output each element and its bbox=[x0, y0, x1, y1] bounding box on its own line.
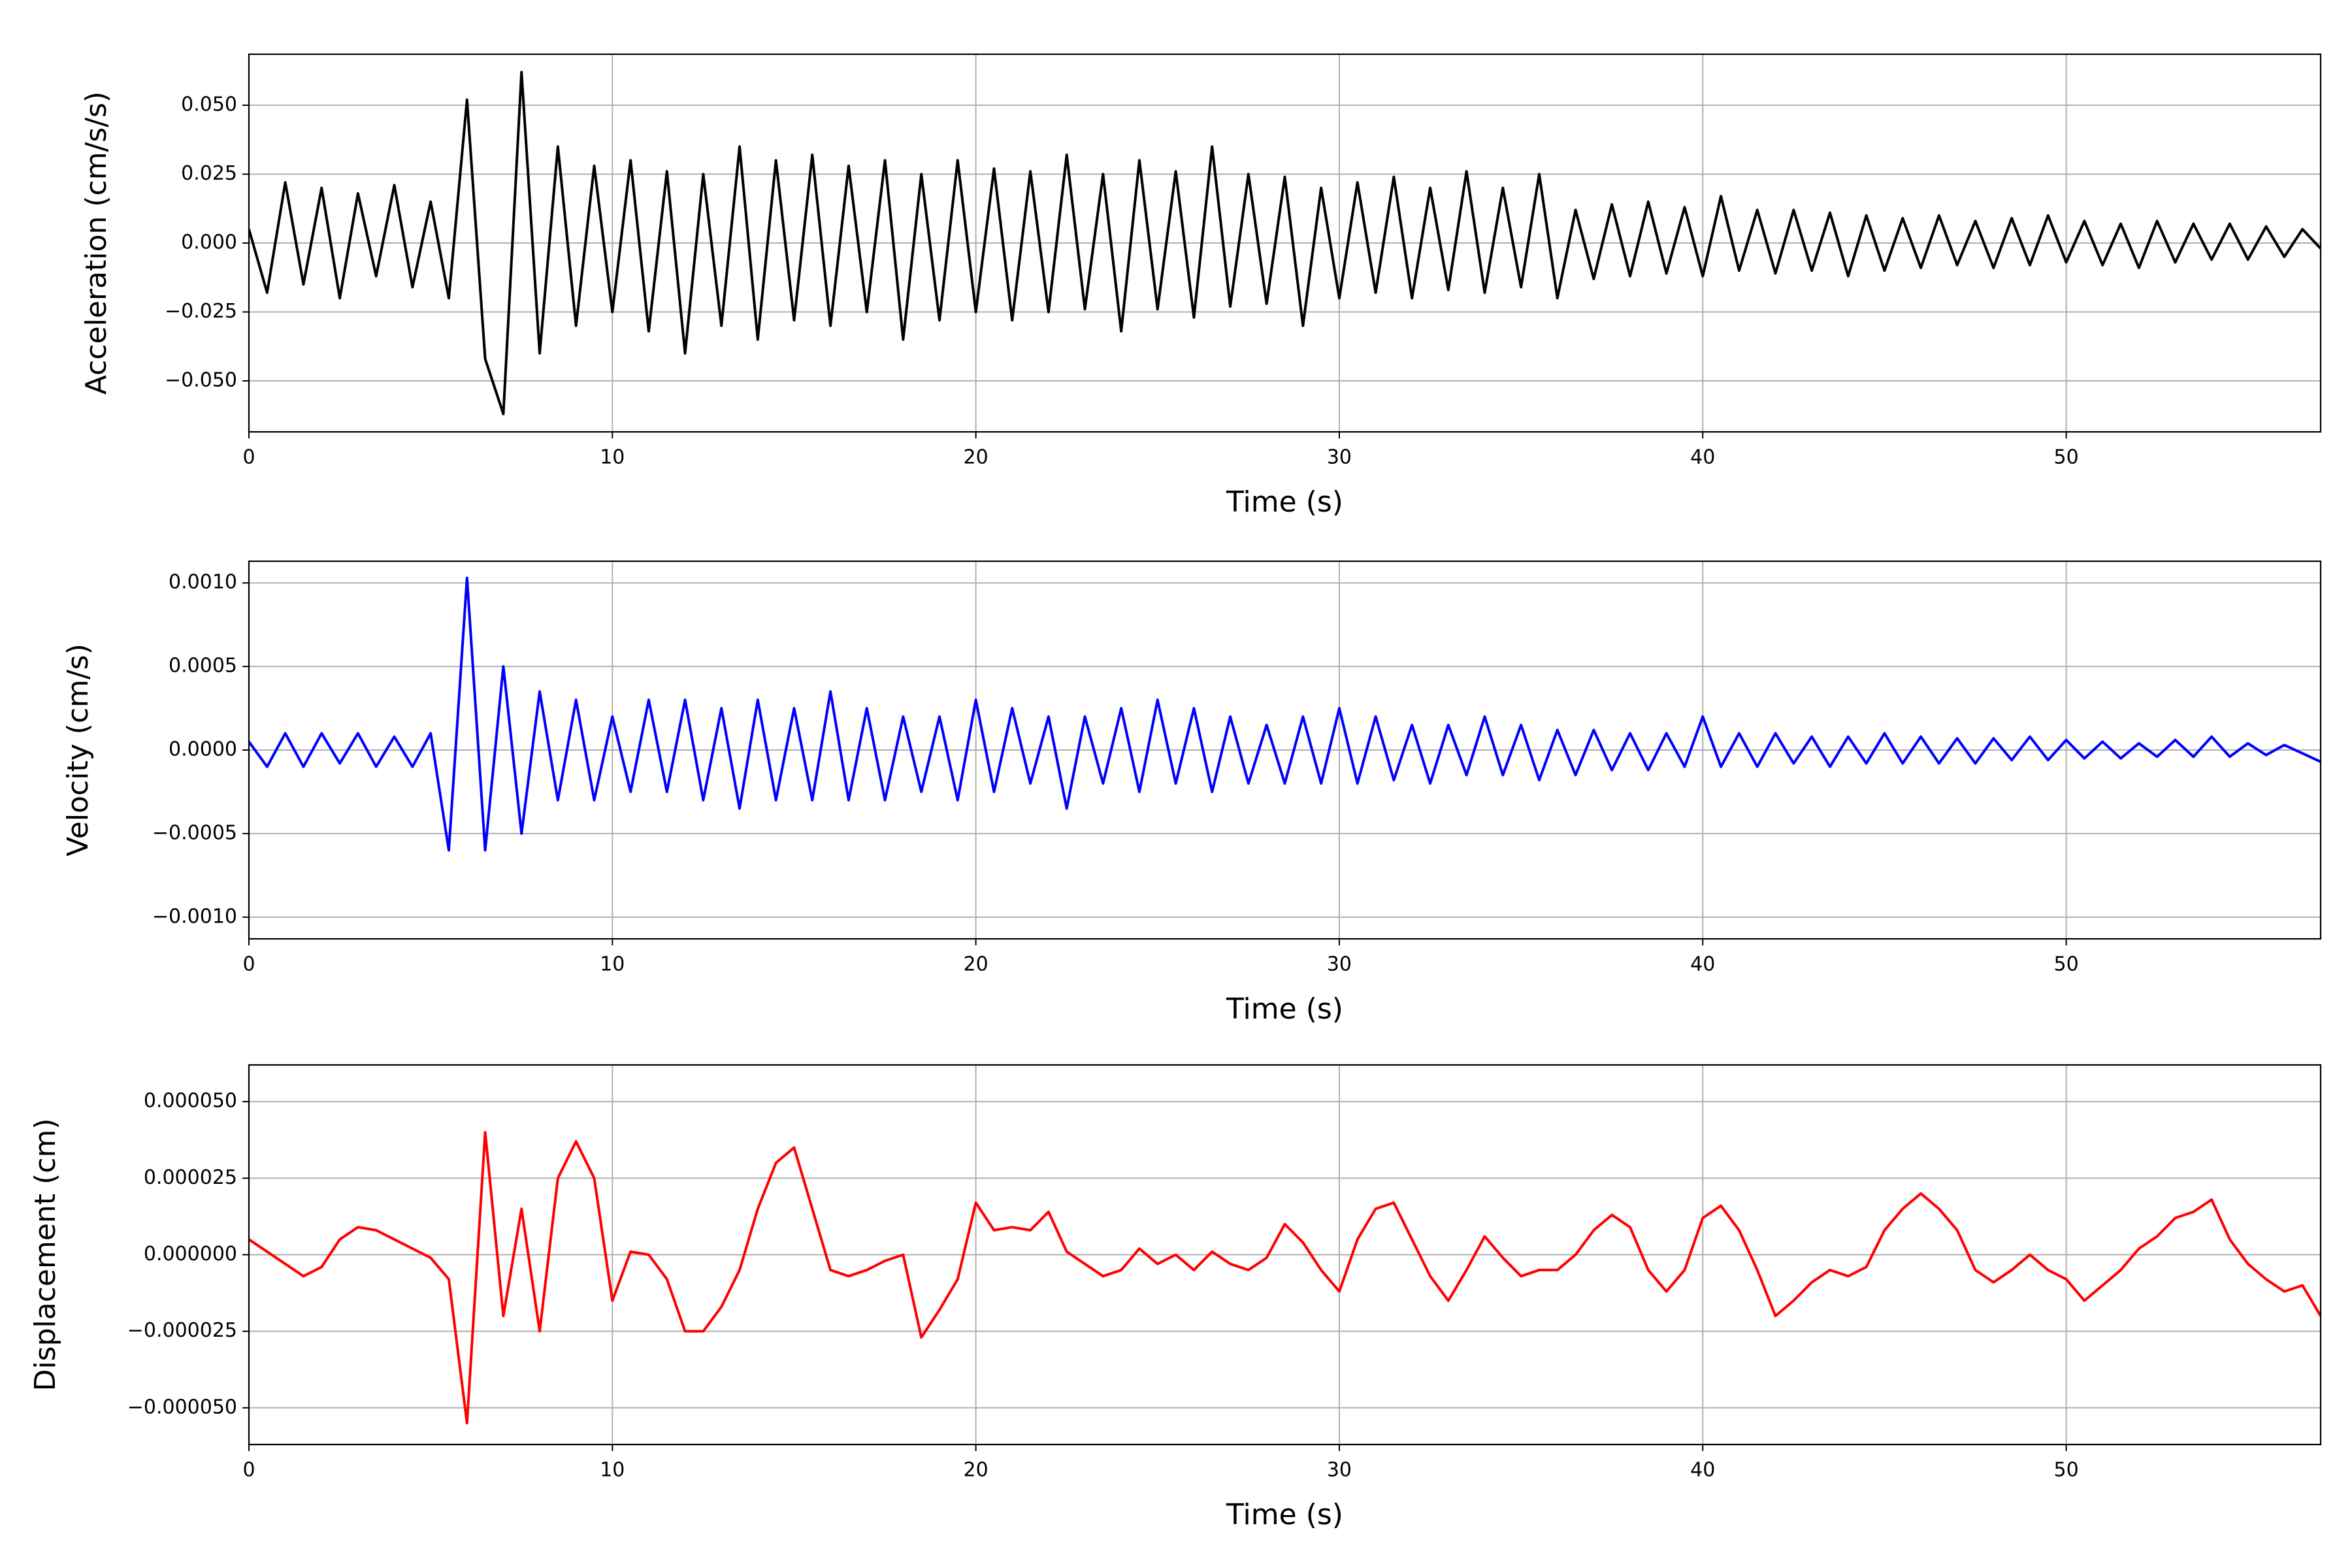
x-tick-label: 0 bbox=[242, 1459, 255, 1482]
x-axis-label: Time (s) bbox=[1226, 1498, 1343, 1531]
x-tick-label: 20 bbox=[964, 1459, 988, 1482]
y-tick-label: −0.000050 bbox=[127, 1396, 237, 1418]
x-tick-label: 0 bbox=[242, 953, 255, 976]
axes-frame bbox=[248, 53, 2322, 433]
y-tick-label: 0.000025 bbox=[144, 1166, 237, 1189]
x-tick-label: 40 bbox=[1690, 1459, 1715, 1482]
axes-frame bbox=[248, 560, 2322, 940]
x-tick-label: 20 bbox=[964, 446, 988, 469]
signal-line bbox=[249, 1131, 2321, 1425]
y-tick-label: 0.000000 bbox=[144, 1243, 237, 1266]
x-tick-label: 50 bbox=[2053, 953, 2078, 976]
y-tick-label: 0.000050 bbox=[144, 1090, 237, 1113]
x-tick-label: 10 bbox=[600, 953, 625, 976]
y-tick-label: −0.000025 bbox=[127, 1319, 237, 1342]
x-tick-label: 40 bbox=[1690, 953, 1715, 976]
x-tick-label: 0 bbox=[242, 446, 255, 469]
y-tick-label: 0.000 bbox=[181, 231, 237, 254]
signal-line bbox=[249, 576, 2321, 852]
y-axis-label: Acceleration (cm/s/s) bbox=[80, 91, 113, 395]
x-tick-label: 10 bbox=[600, 446, 625, 469]
y-axis-label: Displacement (cm) bbox=[29, 1119, 62, 1392]
x-tick-label: 40 bbox=[1690, 446, 1715, 469]
x-tick-label: 30 bbox=[1327, 446, 1352, 469]
x-tick-label: 30 bbox=[1327, 953, 1352, 976]
y-tick-label: 0.0005 bbox=[169, 655, 237, 678]
x-axis-label: Time (s) bbox=[1226, 485, 1343, 519]
y-tick-label: 0.025 bbox=[181, 162, 237, 185]
signal-line bbox=[249, 71, 2321, 416]
x-tick-label: 50 bbox=[2053, 446, 2078, 469]
y-axis-label: Velocity (cm/s) bbox=[61, 644, 95, 857]
y-tick-label: 0.0010 bbox=[169, 571, 237, 594]
y-tick-label: −0.025 bbox=[165, 300, 237, 323]
y-tick-label: −0.050 bbox=[165, 368, 237, 391]
y-tick-label: 0.0000 bbox=[169, 738, 237, 761]
x-tick-label: 10 bbox=[600, 1459, 625, 1482]
y-tick-label: −0.0005 bbox=[152, 821, 237, 844]
y-tick-label: −0.0010 bbox=[152, 905, 237, 928]
y-tick-label: 0.050 bbox=[181, 93, 237, 116]
x-tick-label: 20 bbox=[964, 953, 988, 976]
x-tick-label: 30 bbox=[1327, 1459, 1352, 1482]
x-tick-label: 50 bbox=[2053, 1459, 2078, 1482]
x-axis-label: Time (s) bbox=[1226, 992, 1343, 1026]
axes-frame bbox=[248, 1064, 2322, 1446]
